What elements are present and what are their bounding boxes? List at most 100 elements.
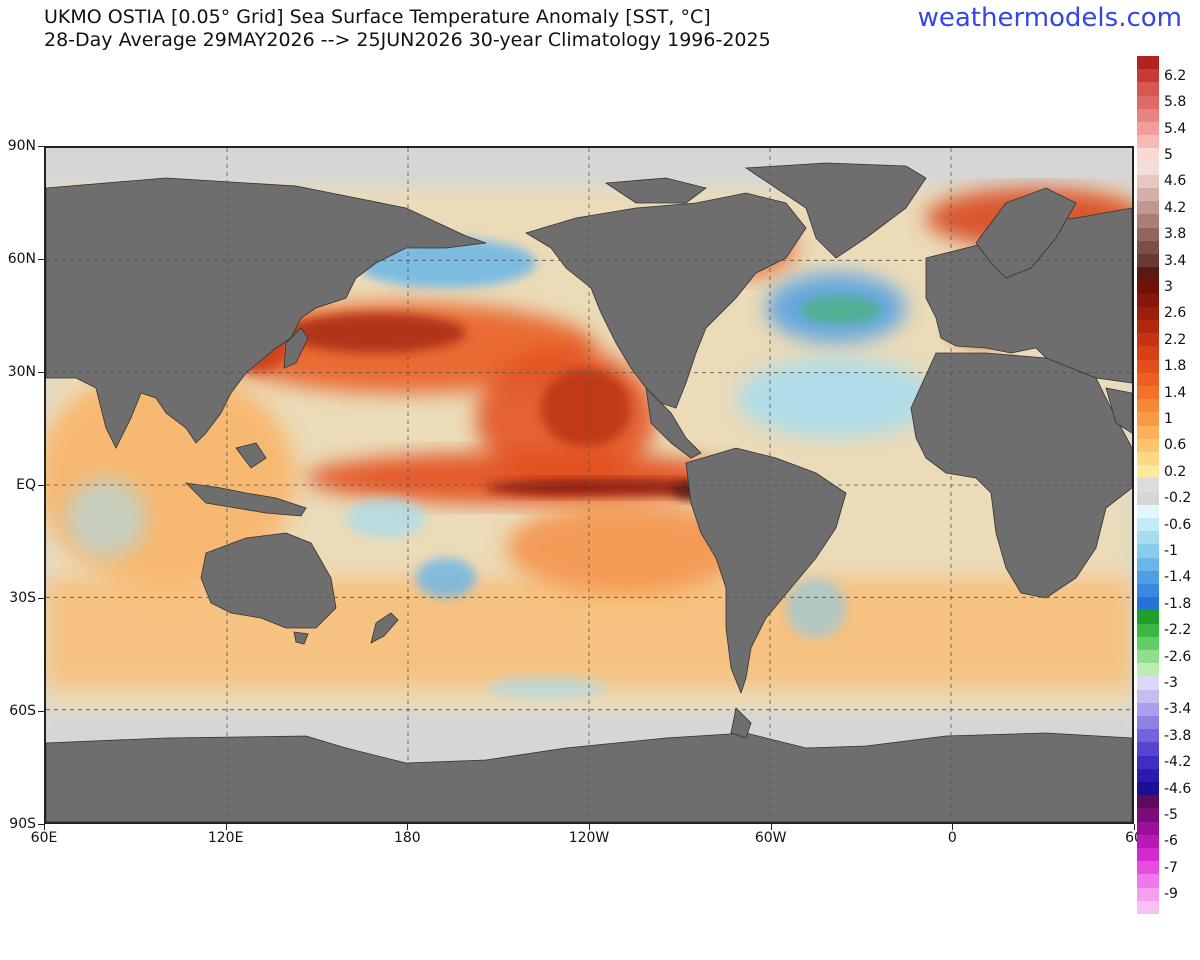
colorbar-bin: [1137, 438, 1159, 453]
colorbar-bin: [1137, 122, 1159, 136]
colorbar-bin: [1137, 161, 1159, 176]
colorbar-bin: [1137, 729, 1159, 743]
latitude-tick-label: 90S: [9, 816, 36, 832]
colorbar-bin: [1137, 227, 1159, 242]
colorbar-bin: [1137, 491, 1159, 506]
longitude-tick: [770, 824, 772, 830]
latitude-tick: [38, 372, 44, 373]
latitude-tick-label: 30N: [7, 364, 36, 380]
colorbar-tick-label: 3: [1164, 279, 1173, 295]
latitude-tick: [38, 824, 44, 825]
colorbar-tick-label: 0.6: [1164, 437, 1187, 454]
colorbar-tick-label: -3.8: [1164, 727, 1192, 744]
colorbar-bin: [1137, 293, 1159, 308]
colorbar-bin: [1137, 742, 1159, 757]
colorbar-tick-label: -0.6: [1164, 516, 1192, 533]
longitude-tick: [1134, 824, 1135, 830]
colorbar-bin: [1137, 808, 1159, 823]
colorbar-bin: [1137, 69, 1159, 83]
colorbar-tick-label: -3.4: [1164, 701, 1192, 718]
colorbar-bin: [1137, 148, 1159, 163]
colorbar-tick-label: 0.2: [1164, 463, 1187, 480]
colorbar-bin: [1137, 386, 1159, 400]
brand-link[interactable]: weathermodels.com: [917, 3, 1182, 33]
colorbar-bin: [1137, 399, 1159, 413]
colorbar-bin: [1137, 663, 1159, 677]
colorbar-bin: [1137, 610, 1159, 625]
colorbar-bin: [1137, 544, 1159, 559]
colorbar-tick-label: -2.6: [1164, 648, 1192, 665]
colorbar-bin: [1137, 689, 1159, 704]
colorbar-tick-label: -2.2: [1164, 622, 1192, 639]
latitude-tick-label: 60S: [9, 703, 36, 719]
colorbar-tick-label: 1.4: [1164, 384, 1187, 401]
colorbar-bin: [1137, 346, 1159, 361]
colorbar-bin: [1137, 425, 1159, 440]
colorbar-tick-label: -1: [1164, 543, 1178, 559]
colorbar-tick-label: 6.2: [1164, 67, 1187, 84]
latitude-tick: [38, 711, 44, 712]
colorbar-tick-label: 5: [1164, 147, 1173, 163]
longitude-tick-label: 180: [393, 830, 421, 846]
colorbar-tick-label: -0.2: [1164, 490, 1192, 507]
longitude-tick-label: 120E: [207, 830, 244, 846]
latitude-tick: [38, 146, 44, 147]
longitude-tick: [225, 824, 227, 830]
colorbar-bin: [1137, 108, 1159, 123]
colorbar-tick-label: 4.2: [1164, 199, 1187, 216]
longitude-tick: [952, 824, 954, 830]
colorbar-bin: [1137, 254, 1159, 268]
colorbar-bin: [1137, 531, 1159, 545]
latitude-tick: [38, 485, 44, 486]
colorbar-bin: [1137, 584, 1159, 598]
colorbar-bin: [1137, 834, 1159, 849]
latitude-tick-label: 90N: [7, 138, 36, 154]
colorbar-bin: [1137, 174, 1159, 189]
longitude-tick-label: 0: [947, 830, 957, 846]
colorbar-bin: [1137, 452, 1159, 466]
longitude-tick: [589, 824, 590, 830]
colorbar-bin: [1137, 623, 1159, 638]
colorbar-bin: [1137, 755, 1159, 770]
colorbar-tick-label: -1.8: [1164, 595, 1192, 612]
colorbar-tick-label: 3.8: [1164, 226, 1187, 243]
colorbar-bin: [1137, 333, 1159, 347]
colorbar-bin: [1137, 887, 1159, 902]
colorbar-bin: [1137, 716, 1159, 730]
colorbar-tick-label: -4.6: [1164, 780, 1192, 797]
colorbar-tick-label: 3.4: [1164, 252, 1187, 269]
longitude-tick: [407, 824, 409, 830]
colorbar-tick-label: -4.2: [1164, 754, 1192, 771]
colorbar-bin: [1137, 214, 1159, 229]
latitude-tick-label: 30S: [9, 590, 36, 606]
map-canvas: [46, 148, 1132, 822]
colorbar-bin: [1137, 135, 1159, 149]
colorbar-bin: [1137, 465, 1159, 479]
land-masses: [46, 162, 1132, 822]
colorbar-tick-label: 2.2: [1164, 331, 1187, 348]
colorbar-bin: [1137, 861, 1159, 875]
colorbar-tick-label: 5.8: [1164, 94, 1187, 111]
colorbar-bin: [1137, 201, 1159, 215]
colorbar-bin: [1137, 320, 1159, 334]
colorbar-tick-label: -9: [1164, 886, 1178, 903]
colorbar-bin: [1137, 504, 1159, 519]
colorbar-bin: [1137, 795, 1159, 809]
colorbar-bin: [1137, 848, 1159, 862]
graticule-lines: [46, 148, 1132, 822]
colorbar-bin: [1137, 676, 1159, 691]
colorbar-bin: [1137, 636, 1159, 651]
latitude-tick-label: EQ: [16, 477, 36, 493]
colorbar-tick-label: -3: [1164, 675, 1178, 691]
latitude-tick: [38, 598, 44, 599]
colorbar-tick-label: -5: [1164, 807, 1178, 823]
colorbar-bin: [1137, 280, 1159, 295]
colorbar-bin: [1137, 557, 1159, 572]
colorbar-tick-label: -7: [1164, 859, 1178, 876]
colorbar-bin: [1137, 372, 1159, 387]
colorbar-bin: [1137, 702, 1159, 717]
colorbar-bin: [1137, 306, 1159, 321]
colorbar-tick-label: 2.6: [1164, 305, 1187, 322]
longitude-tick-label: 60W: [754, 830, 787, 846]
latitude-tick-label: 60N: [7, 251, 36, 267]
